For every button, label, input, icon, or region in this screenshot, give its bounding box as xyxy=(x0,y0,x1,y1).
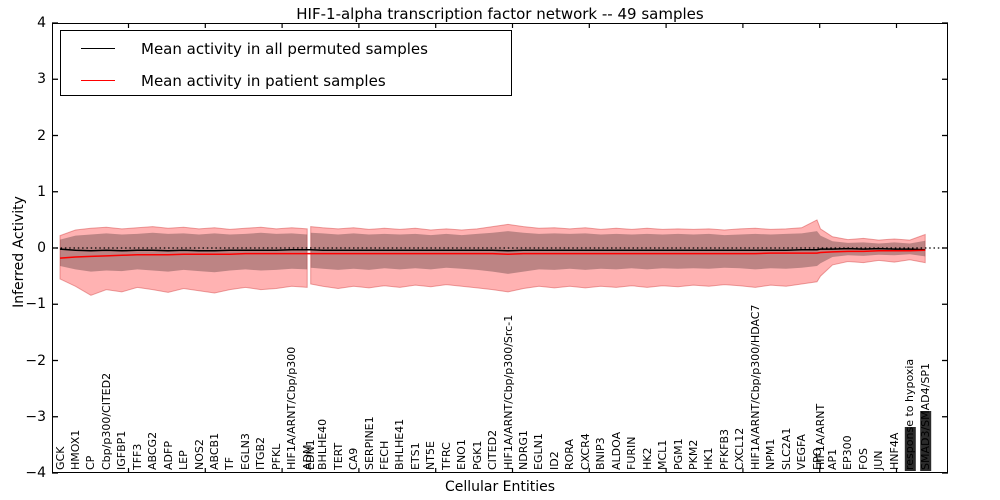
x-tick-label: EDN1 xyxy=(304,439,318,470)
x-tick-label: HK1 xyxy=(702,447,716,470)
x-tick-label: HMOX1 xyxy=(68,429,82,470)
x-tick-label: ENO1 xyxy=(455,439,469,470)
x-tick-label: Cbp/p300/CITED2 xyxy=(99,372,113,470)
x-tick-label: ABCG2 xyxy=(146,431,160,470)
x-tick-label: CP xyxy=(84,455,98,470)
x-tick-label: JUN xyxy=(872,450,886,470)
x-tick-label: SERPINE1 xyxy=(362,416,376,470)
legend-line-red-icon xyxy=(81,80,115,81)
x-tick-label: FURIN xyxy=(625,436,639,471)
x-tick-label: VEGFA xyxy=(795,434,809,470)
x-tick-label: AP1 xyxy=(826,448,839,470)
x-tick-label: ABCB1 xyxy=(208,432,221,470)
x-tick-label: HIF1A/ARNT xyxy=(814,403,828,470)
legend: Mean activity in all permuted samples Me… xyxy=(60,30,512,96)
x-tick-label: HNF4A xyxy=(887,432,901,470)
x-tick-label: BHLHE41 xyxy=(393,418,407,470)
legend-item-patient: Mean activity in patient samples xyxy=(61,66,511,95)
x-tick-label: CXCL12 xyxy=(733,427,747,470)
x-tick-label: IGFBP1 xyxy=(115,430,129,470)
plot-frame xyxy=(52,23,948,473)
x-axis-label: Cellular Entities xyxy=(444,479,556,495)
x-tick-label: HIF1A/ARNT/Cbp/p300/Src-1 xyxy=(501,314,515,470)
x-tick-label: FOS xyxy=(856,448,870,470)
x-tick-label: SMAD3/SMAD4/SP1 xyxy=(918,363,932,470)
x-tick-label: TFF3 xyxy=(130,443,144,470)
x-tick-label: FECH xyxy=(377,440,391,470)
x-tick-label: NDRG1 xyxy=(517,430,530,470)
x-tick-label: BHLHE40 xyxy=(316,418,330,470)
x-tick-label: ADFP xyxy=(161,441,175,470)
x-tick-label: ALDOA xyxy=(609,431,623,470)
y-tick-label: −3 xyxy=(25,408,46,425)
y-tick-label: −2 xyxy=(25,352,46,369)
x-tick-label: CITED2 xyxy=(486,429,500,470)
x-tick-label: TERT xyxy=(331,442,345,470)
x-tick-label: ITGB2 xyxy=(254,436,268,470)
x-tick-label: EGLN3 xyxy=(238,433,252,470)
y-tick-label: −4 xyxy=(25,465,46,481)
y-tick-label: 1 xyxy=(37,183,46,200)
legend-item-permuted: Mean activity in all permuted samples xyxy=(61,34,511,63)
x-tick-label: MCL1 xyxy=(656,439,670,470)
legend-line-black-icon xyxy=(81,48,115,49)
chart-title: HIF-1-alpha transcription factor network… xyxy=(296,5,704,23)
x-tick-label: EP300 xyxy=(841,435,855,470)
y-tick-label: 2 xyxy=(37,127,46,144)
x-tick-label: PFKL xyxy=(269,443,283,470)
x-tick-label: PGK1 xyxy=(470,440,484,470)
legend-label: Mean activity in patient samples xyxy=(141,71,386,90)
y-tick-label: 4 xyxy=(37,15,46,31)
x-tick-label: HIF1A/ARNT/Cbp/p300/HDAC7 xyxy=(748,304,762,471)
y-tick-label: 0 xyxy=(37,240,46,256)
x-tick-label: PGM1 xyxy=(671,438,685,470)
x-tick-label: EGLN1 xyxy=(532,433,546,470)
x-tick-label: CXCR4 xyxy=(578,433,592,470)
x-tick-label: PKM2 xyxy=(686,439,700,470)
x-tick-label: RORA xyxy=(563,438,577,470)
x-tick-label: NT5E xyxy=(424,441,438,470)
legend-label: Mean activity in all permuted samples xyxy=(141,39,428,58)
x-tick-label: LEP xyxy=(177,450,191,470)
x-tick-label: HIF1A/ARNT/Cbp/p300 xyxy=(285,346,299,470)
x-tick-label: BNIP3 xyxy=(594,437,608,470)
overlapping-labels-blob xyxy=(904,427,916,471)
x-tick-label: HK2 xyxy=(640,447,654,470)
x-tick-label: ID2 xyxy=(547,451,561,470)
x-tick-label: PFKFB3 xyxy=(717,428,731,470)
x-tick-label: response to hypoxia xyxy=(903,358,917,470)
x-tick-label: TFRC xyxy=(439,442,453,470)
x-tick-label: TF xyxy=(223,456,237,470)
x-tick-label: NPM1 xyxy=(764,438,778,470)
y-tick-label: 3 xyxy=(37,71,46,88)
y-tick-label: −1 xyxy=(25,296,46,313)
x-tick-label: NOS2 xyxy=(192,439,206,470)
x-tick-label: CA9 xyxy=(347,447,361,470)
x-tick-label: SLC2A1 xyxy=(779,427,793,470)
x-tick-label: GCK xyxy=(53,446,67,470)
x-tick-label: ETS1 xyxy=(408,442,422,470)
overlapping-labels-blob xyxy=(920,411,932,471)
